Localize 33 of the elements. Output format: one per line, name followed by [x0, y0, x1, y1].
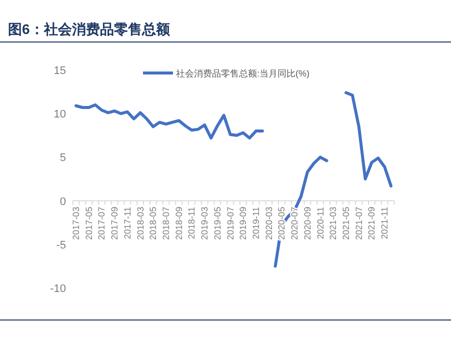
x-tick-label: 2017-11 — [122, 206, 132, 240]
x-tick-label: 2018-07 — [161, 206, 171, 240]
x-tick-label: 2018-09 — [174, 206, 184, 240]
x-tick-label: 2019-07 — [225, 206, 236, 240]
x-tick-label: 2021-05 — [341, 206, 351, 240]
x-tick-label: 2020-07 — [290, 206, 300, 240]
x-tick-label: 2019-09 — [238, 206, 248, 240]
legend-label: 社会消费品零售总额:当月同比(%) — [176, 68, 310, 78]
chart-title: 图6：社会消费品零售总额 — [8, 21, 171, 37]
x-tick-label: 2020-03 — [264, 206, 274, 240]
x-tick-label: 2017-05 — [84, 206, 94, 240]
x-tick-label: 2019-11 — [251, 206, 261, 240]
x-tick-label: 2019-05 — [212, 206, 222, 240]
x-tick-label: 2021-03 — [328, 206, 338, 240]
x-tick-label: 2018-11 — [186, 206, 197, 240]
x-tick-label: 2020-05 — [276, 206, 287, 240]
x-tick-label: 2020-09 — [302, 206, 312, 240]
x-tick-label: 2018-05 — [148, 206, 158, 240]
x-tick-label: 2021-07 — [354, 206, 364, 240]
y-tick-label: 15 — [54, 65, 66, 77]
y-tick-label: 0 — [60, 196, 66, 208]
x-tick-label: 2017-09 — [110, 206, 120, 240]
x-tick-label: 2021-09 — [366, 206, 377, 240]
y-tick-label: -10 — [50, 283, 66, 295]
x-tick-label: 2020-11 — [315, 206, 326, 240]
y-tick-label: -5 — [56, 239, 66, 252]
x-tick-label: 2017-07 — [96, 206, 107, 240]
x-tick-label: 2018-03 — [135, 206, 146, 240]
x-tick-label: 2021-11 — [380, 206, 390, 240]
x-tick-label: 2017-03 — [71, 206, 81, 240]
y-tick-label: 10 — [54, 108, 66, 121]
y-tick-label: 5 — [60, 152, 66, 164]
x-tick-label: 2019-03 — [200, 206, 210, 240]
